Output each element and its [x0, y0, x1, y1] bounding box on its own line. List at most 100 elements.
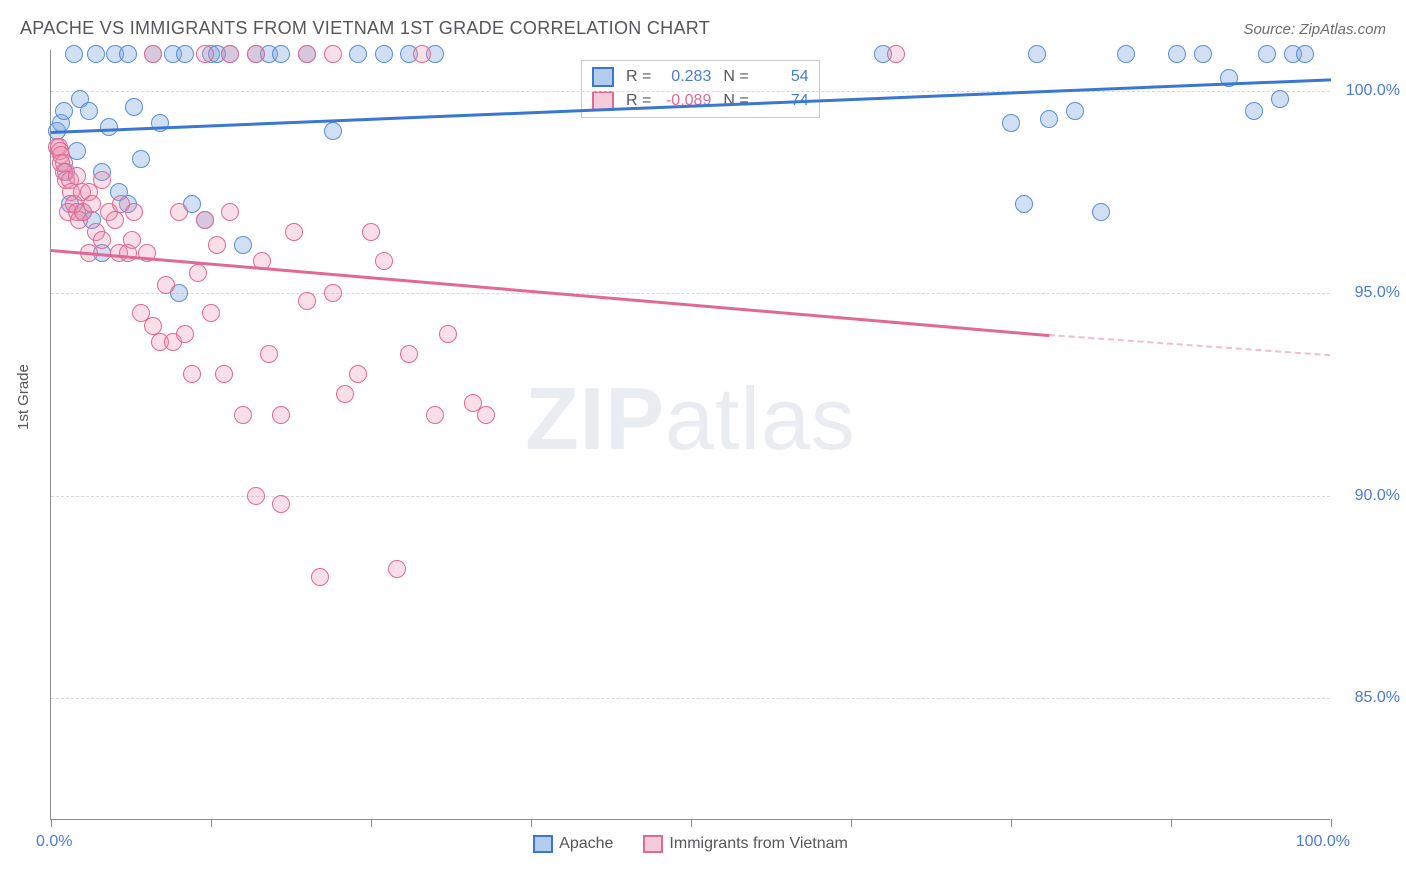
data-point [375, 45, 393, 63]
x-tick [1171, 819, 1172, 827]
data-point [324, 284, 342, 302]
data-point [196, 211, 214, 229]
data-point [298, 45, 316, 63]
data-point [208, 236, 226, 254]
data-point [426, 406, 444, 424]
data-point [272, 45, 290, 63]
data-point [221, 203, 239, 221]
data-point [413, 45, 431, 63]
data-point [93, 231, 111, 249]
chart-title: APACHE VS IMMIGRANTS FROM VIETNAM 1ST GR… [20, 18, 710, 39]
gridline [51, 698, 1330, 699]
x-tick [1331, 819, 1332, 827]
data-point [1015, 195, 1033, 213]
x-tick [51, 819, 52, 827]
x-tick [531, 819, 532, 827]
x-tick [211, 819, 212, 827]
data-point [80, 102, 98, 120]
data-point [100, 118, 118, 136]
data-point [362, 223, 380, 241]
data-point [298, 292, 316, 310]
y-tick-label: 100.0% [1346, 82, 1400, 100]
y-tick-label: 95.0% [1355, 284, 1400, 302]
data-point [272, 406, 290, 424]
data-point [189, 264, 207, 282]
data-point [400, 345, 418, 363]
data-point [196, 45, 214, 63]
chart-source: Source: ZipAtlas.com [1243, 21, 1386, 38]
data-point [1271, 90, 1289, 108]
data-point [247, 45, 265, 63]
data-point [1028, 45, 1046, 63]
data-point [336, 385, 354, 403]
legend-item-apache: Apache [533, 835, 613, 853]
data-point [55, 102, 73, 120]
data-point [202, 304, 220, 322]
data-point [125, 98, 143, 116]
data-point [65, 45, 83, 63]
data-point [215, 365, 233, 383]
data-point [1245, 102, 1263, 120]
legend-row-apache: R = 0.283 N = 54 [592, 65, 809, 89]
data-point [176, 45, 194, 63]
data-point [132, 150, 150, 168]
data-point [349, 365, 367, 383]
gridline [51, 293, 1330, 294]
data-point [477, 406, 495, 424]
y-tick-label: 90.0% [1355, 487, 1400, 505]
data-point [144, 45, 162, 63]
data-point [1117, 45, 1135, 63]
y-tick-label: 85.0% [1355, 689, 1400, 707]
data-point [221, 45, 239, 63]
data-point [83, 195, 101, 213]
data-point [375, 252, 393, 270]
data-point [119, 45, 137, 63]
data-point [93, 171, 111, 189]
data-point [157, 276, 175, 294]
data-point [87, 45, 105, 63]
swatch-blue-icon [592, 67, 614, 87]
data-point [260, 345, 278, 363]
data-point [1258, 45, 1276, 63]
data-point [234, 406, 252, 424]
data-point [1296, 45, 1314, 63]
data-point [234, 236, 252, 254]
data-point [106, 211, 124, 229]
data-point [324, 45, 342, 63]
x-tick [691, 819, 692, 827]
x-tick [371, 819, 372, 827]
data-point [324, 122, 342, 140]
data-point [439, 325, 457, 343]
data-point [123, 231, 141, 249]
swatch-blue-icon [533, 835, 553, 853]
data-point [247, 487, 265, 505]
x-axis-max-label: 100.0% [1296, 833, 1350, 851]
data-point [1194, 45, 1212, 63]
gridline [51, 496, 1330, 497]
data-point [272, 495, 290, 513]
data-point [183, 365, 201, 383]
data-point [1168, 45, 1186, 63]
data-point [388, 560, 406, 578]
y-axis-label: 1st Grade [15, 364, 32, 430]
data-point [1002, 114, 1020, 132]
x-tick [851, 819, 852, 827]
data-point [125, 203, 143, 221]
x-tick [1011, 819, 1012, 827]
data-point [176, 325, 194, 343]
gridline [51, 91, 1330, 92]
swatch-pink-icon [643, 835, 663, 853]
series-legend: Apache Immigrants from Vietnam [51, 835, 1330, 853]
data-point [887, 45, 905, 63]
data-point [285, 223, 303, 241]
watermark: ZIPatlas [525, 368, 856, 470]
data-point [349, 45, 367, 63]
data-point [170, 203, 188, 221]
legend-item-vietnam: Immigrants from Vietnam [643, 835, 847, 853]
data-point [1066, 102, 1084, 120]
chart-plot-area: ZIPatlas R = 0.283 N = 54 R = -0.089 N =… [50, 50, 1330, 820]
data-point [1040, 110, 1058, 128]
x-axis-min-label: 0.0% [36, 833, 72, 851]
trend-line [1049, 334, 1331, 356]
data-point [311, 568, 329, 586]
